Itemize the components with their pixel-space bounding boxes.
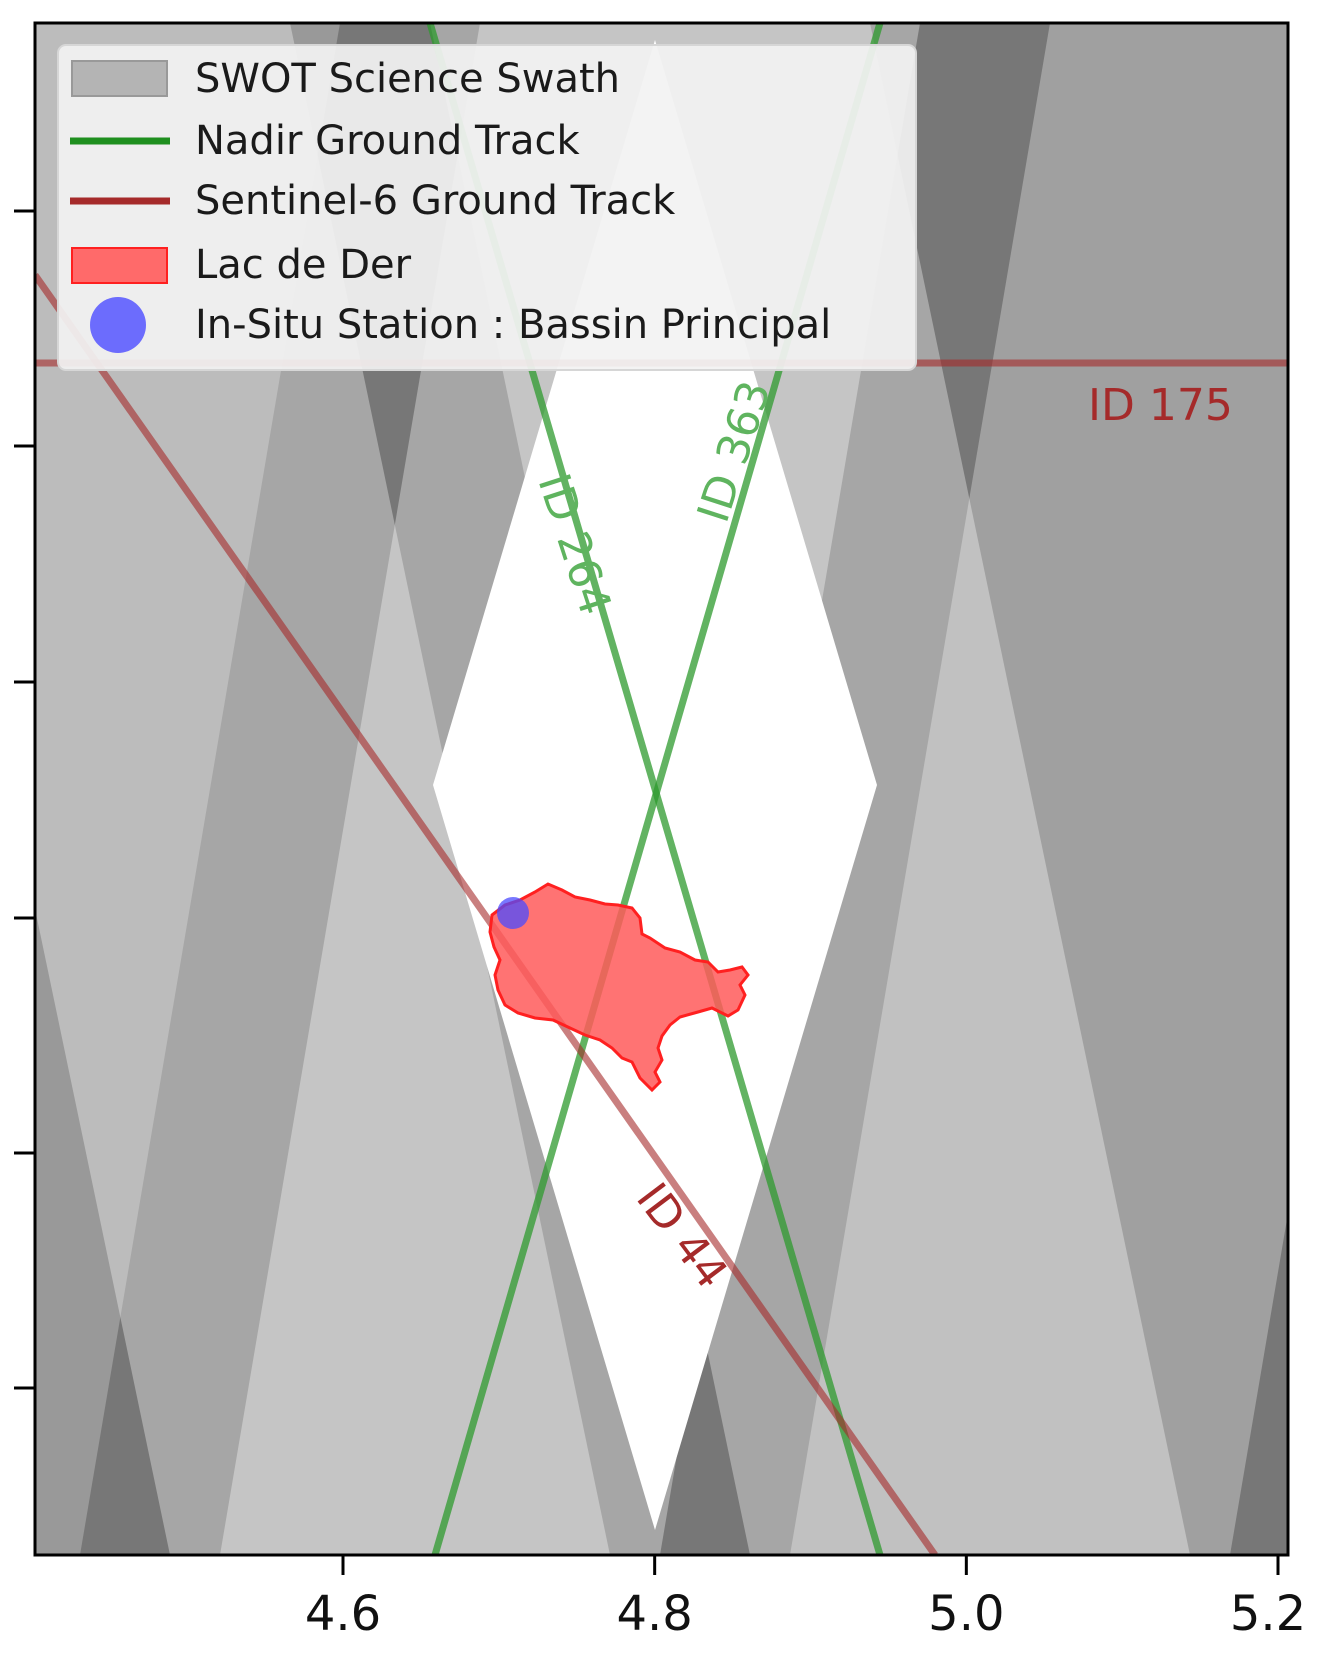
legend-label-nadir: Nadir Ground Track xyxy=(195,118,580,164)
legend-box xyxy=(57,44,917,371)
legend-swatch-lake xyxy=(71,247,168,284)
legend-swatch-station xyxy=(90,297,146,353)
swath-band xyxy=(35,23,610,1555)
x-tick-label: 5.2 xyxy=(1230,1586,1306,1642)
plot-frame xyxy=(33,21,1290,1557)
legend-label-swath: SWOT Science Swath xyxy=(195,56,620,102)
legend-swatch-swath xyxy=(71,60,168,97)
x-tick-label: 4.6 xyxy=(305,1586,381,1642)
track-label-175: ID 175 xyxy=(1088,380,1233,431)
y-axis xyxy=(14,209,35,1390)
swath-band xyxy=(790,23,1288,1555)
x-tick-label: 5.0 xyxy=(928,1586,1004,1642)
legend-label-sentinel: Sentinel-6 Ground Track xyxy=(195,178,676,224)
station-marker xyxy=(497,897,529,929)
x-axis: 4.6 4.8 5.0 5.2 xyxy=(305,1555,1306,1642)
legend-label-lake: Lac de Der xyxy=(195,242,412,288)
legend-label-station: In-Situ Station : Bassin Principal xyxy=(195,302,831,348)
swath-band xyxy=(35,23,340,1555)
x-tick-label: 4.8 xyxy=(616,1586,692,1642)
lake-polygon xyxy=(488,882,750,1093)
legend: SWOT Science Swath Nadir Ground Track Se… xyxy=(57,44,917,371)
sentinel-track-44 xyxy=(35,272,938,1555)
